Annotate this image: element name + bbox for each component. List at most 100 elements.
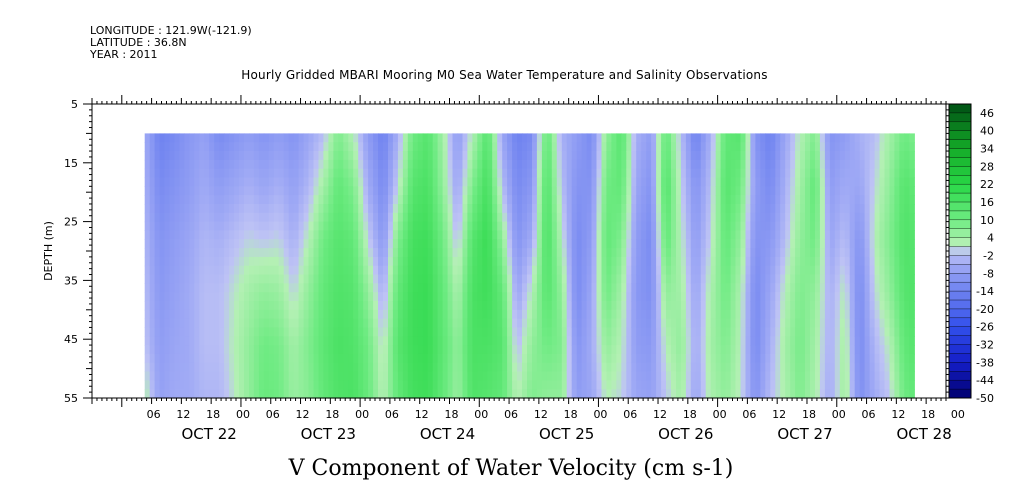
heatmap-cell [735,256,742,267]
heatmap-cell [462,204,469,214]
heatmap-cell [263,283,270,293]
heatmap-cell [889,345,896,355]
heatmap-cell [571,133,578,143]
heatmap-cell [705,345,712,355]
heatmap-cell [507,195,513,205]
heatmap-cell [378,212,384,223]
heatmap-cell [745,212,752,223]
heatmap-cell [546,212,553,223]
heatmap-cell [651,389,657,399]
heatmap-cell [760,221,766,231]
heatmap-cell [383,256,389,267]
heatmap-cell [844,230,851,240]
heatmap-cell [392,362,399,373]
heatmap-cell [244,230,250,240]
heatmap-cell [154,353,161,364]
heatmap-cell [333,371,339,381]
heatmap-cell [879,265,886,276]
heatmap-cell [338,327,344,337]
heatmap-cell [368,345,374,355]
heatmap-cell [661,283,667,293]
heatmap-cell [462,265,469,276]
heatmap-cell [775,142,781,152]
heatmap-cell [834,239,841,249]
heatmap-cell [566,309,573,320]
heatmap-cell [154,212,161,223]
heatmap-cell [571,345,578,355]
heatmap-cell [298,142,305,152]
heatmap-cell [859,186,866,196]
heatmap-cell [343,256,349,267]
heatmap-cell [770,380,776,390]
heatmap-cell [894,248,900,258]
heatmap-cell [551,168,558,179]
heatmap-cell [432,256,439,267]
heatmap-cell [636,327,642,337]
heatmap-cell [641,292,647,302]
heatmap-cell [368,283,374,293]
heatmap-cell [844,133,851,143]
heatmap-cell [527,380,533,390]
heatmap-cell [214,362,220,373]
heatmap-cell [422,265,429,276]
heatmap-cell [541,265,548,276]
heatmap-cell [249,327,255,337]
heatmap-cell [239,353,245,364]
heatmap-cell [422,283,429,293]
heatmap-cell [636,318,642,328]
heatmap-cell [879,159,886,170]
heatmap-cell [710,177,717,187]
heatmap-cell [323,212,329,223]
heatmap-cell [244,151,250,161]
heatmap-cell [745,362,752,373]
heatmap-cell [785,327,791,337]
heatmap-cell [169,380,176,390]
heatmap-cell [765,318,771,328]
heatmap-cell [596,389,603,399]
heatmap-cell [179,336,185,346]
heatmap-cell [383,336,389,346]
heatmap-cell [532,151,538,161]
heatmap-cell [179,283,185,293]
heatmap-cell [507,301,513,311]
heatmap-cell [154,177,161,187]
heatmap-cell [566,248,573,258]
heatmap-cell [750,212,756,223]
heatmap-cell [402,265,409,276]
heatmap-cell [601,142,608,152]
heatmap-cell [318,142,325,152]
heatmap-cell [303,283,310,293]
heatmap-cell [239,265,245,276]
heatmap-cell [189,371,195,381]
heatmap-cell [745,230,752,240]
heatmap-cell [159,353,166,364]
heatmap-cell [889,195,896,205]
heatmap-cell [373,142,379,152]
heatmap-cell [705,168,712,179]
heatmap-cell [517,371,523,381]
heatmap-cell [253,345,260,355]
heatmap-cell [815,168,821,179]
heatmap-cell [894,204,900,214]
heatmap-cell [819,283,826,293]
heatmap-cell [373,239,379,249]
heatmap-cell [671,309,677,320]
heatmap-cell [551,309,558,320]
heatmap-cell [333,142,339,152]
heatmap-cell [676,389,682,399]
heatmap-cell [824,142,831,152]
heatmap-cell [586,389,593,399]
heatmap-cell [869,274,876,284]
heatmap-cell [497,142,503,152]
heatmap-cell [695,345,702,355]
heatmap-cell [566,256,573,267]
heatmap-cell [884,212,891,223]
heatmap-cell [507,318,513,328]
heatmap-cell [492,204,498,214]
heatmap-cell [462,301,469,311]
heatmap-cell [338,318,344,328]
heatmap-cell [422,309,429,320]
heatmap-cell [676,186,682,196]
heatmap-cell [258,212,265,223]
heatmap-cell [472,380,478,390]
